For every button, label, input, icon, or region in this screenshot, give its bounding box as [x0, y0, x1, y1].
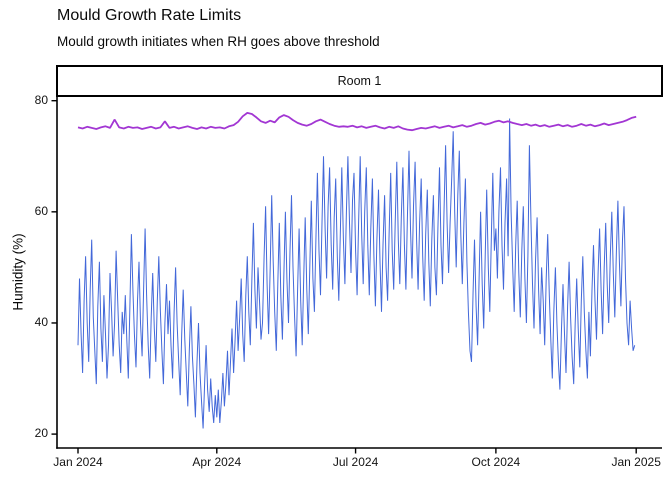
y-tick-label-2: 40	[34, 314, 48, 329]
x-tick-label-2: Jul 2024	[332, 455, 379, 469]
series-humidity	[77, 118, 636, 429]
y-tick-label-3: 20	[34, 426, 48, 441]
y-tick-label-1: 60	[34, 203, 48, 218]
plot-title: Mould Growth Rate Limits	[57, 7, 242, 24]
x-tick-label-3: Oct 2024	[471, 455, 521, 469]
plot-subtitle: Mould growth initiates when RH goes abov…	[57, 34, 380, 49]
x-tick-label-1: Apr 2024	[192, 455, 242, 469]
y-tick-label-0: 80	[34, 92, 48, 107]
x-tick-label-0: Jan 2024	[53, 455, 103, 469]
facet-strip-label: Room 1	[337, 74, 382, 88]
series-mould-growth-threshold	[77, 112, 637, 132]
facet-strip: Room 1	[56, 65, 663, 97]
x-tick-label-4: Jan 2025	[611, 455, 661, 469]
y-axis-title: Humidity (%)	[10, 233, 26, 311]
